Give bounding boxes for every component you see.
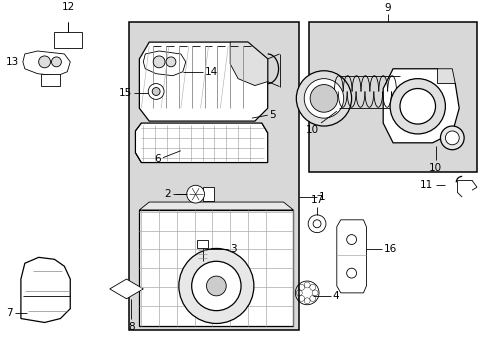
Circle shape [312,220,320,228]
Text: 3: 3 [230,244,236,255]
Polygon shape [143,51,185,76]
Circle shape [153,56,164,68]
Bar [308,22,476,172]
Circle shape [186,185,204,203]
Bar [54,32,82,48]
Bar [139,210,293,327]
Text: 10: 10 [428,163,441,172]
Polygon shape [109,279,143,299]
Circle shape [39,56,50,68]
Bar [41,74,60,86]
Circle shape [191,261,241,311]
Text: 11: 11 [420,180,433,190]
Circle shape [389,78,445,134]
Text: 8: 8 [128,323,135,333]
Circle shape [445,131,458,145]
Polygon shape [336,220,366,293]
Polygon shape [23,51,70,76]
Polygon shape [139,202,293,210]
Text: 1: 1 [318,192,325,202]
Polygon shape [437,69,454,84]
Text: 10: 10 [305,125,318,135]
Text: 12: 12 [61,1,75,12]
Polygon shape [21,257,70,323]
Circle shape [304,78,343,118]
Circle shape [152,87,160,95]
Polygon shape [383,69,458,143]
Text: 5: 5 [269,110,276,120]
Circle shape [148,84,163,99]
Text: 16: 16 [384,244,397,255]
Bar [129,22,299,330]
Text: 13: 13 [6,57,19,67]
Circle shape [51,57,61,67]
Circle shape [309,85,337,112]
Circle shape [166,57,176,67]
Text: 4: 4 [332,291,339,301]
Polygon shape [230,42,267,86]
Polygon shape [139,42,267,121]
Text: 6: 6 [154,154,161,163]
Text: 14: 14 [204,67,217,77]
Bar [196,239,208,248]
Text: 9: 9 [384,3,391,13]
Circle shape [296,71,351,126]
Bar [202,187,214,201]
Circle shape [179,248,253,324]
Text: 17: 17 [310,195,323,205]
Text: 2: 2 [164,189,171,199]
Circle shape [206,276,226,296]
Text: 15: 15 [119,89,132,98]
Circle shape [399,89,435,124]
Circle shape [346,235,356,244]
Circle shape [440,126,463,150]
Circle shape [346,268,356,278]
Polygon shape [135,123,267,163]
Text: 7: 7 [6,307,13,318]
